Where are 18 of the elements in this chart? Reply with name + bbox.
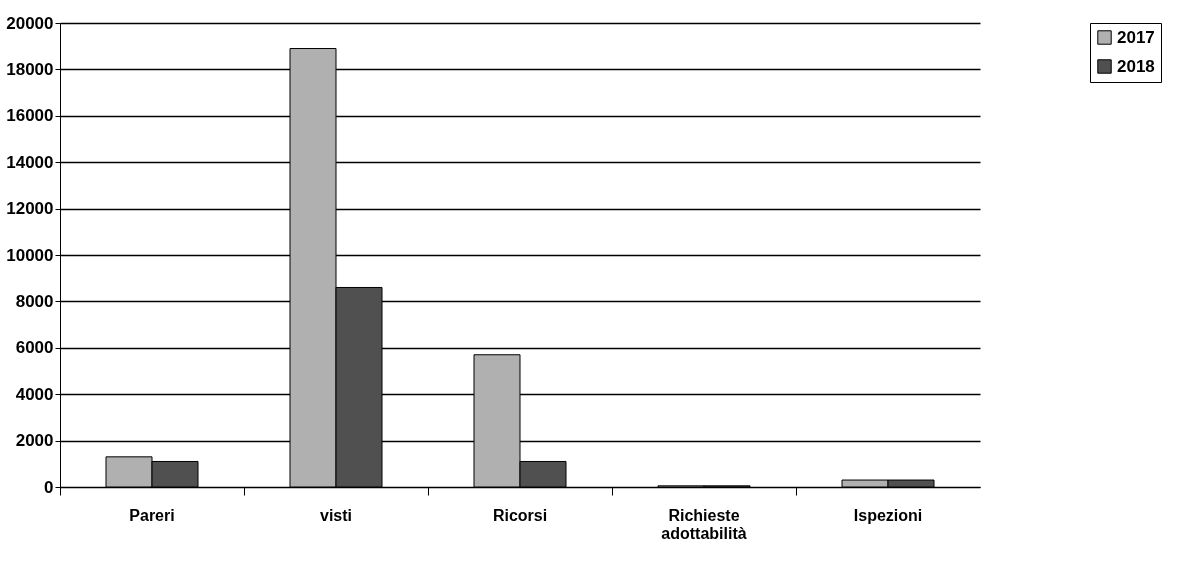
y-tick-label: 6000	[15, 338, 54, 358]
y-tick-label: 10000	[6, 245, 54, 265]
x-tick-label: Pareri	[129, 506, 175, 524]
legend-label: 2017	[1117, 27, 1155, 47]
y-tick-label: 14000	[6, 152, 54, 172]
x-tick-label: Richieste adottabilità	[661, 506, 747, 542]
y-tick-label: 12000	[6, 199, 54, 219]
legend-label: 2018	[1117, 56, 1155, 76]
x-tick-label: visti	[319, 506, 353, 524]
y-tick-label: 2000	[15, 431, 54, 451]
y-tick-label: 18000	[6, 59, 54, 79]
y-tick-label: 8000	[15, 291, 54, 311]
y-tick-label: 4000	[15, 384, 54, 404]
y-tick-label: 16000	[6, 106, 54, 126]
x-tick-label: Ricorsi	[492, 506, 548, 524]
y-tick-label: 20000	[6, 13, 54, 33]
y-tick-label: 0	[44, 477, 54, 497]
x-tick-label: Ispezioni	[853, 506, 923, 524]
